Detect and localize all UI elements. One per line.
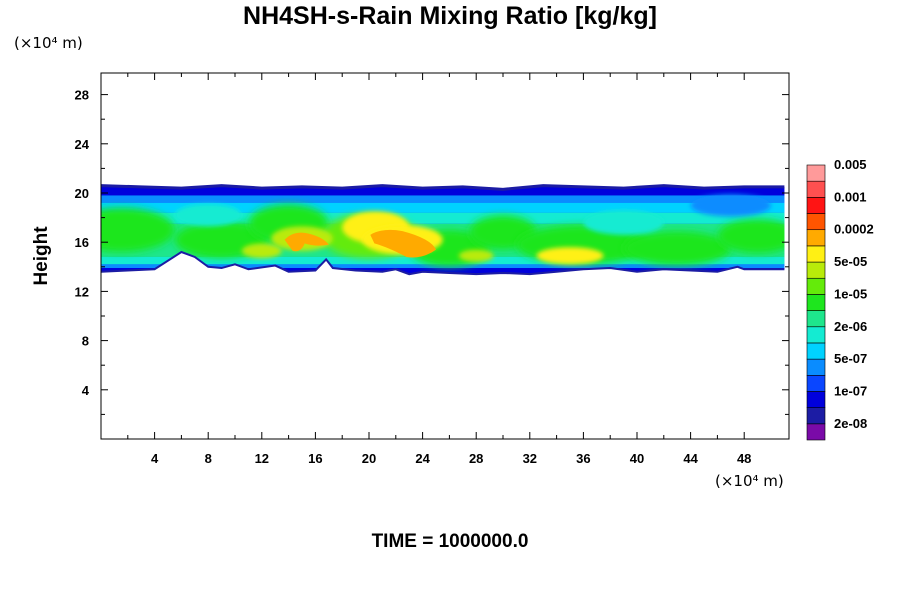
layer-core xyxy=(284,232,329,252)
layer-band xyxy=(101,186,785,196)
colorbar-swatch xyxy=(806,374,826,392)
x-axis-unit-label: (×10⁴ m) xyxy=(715,472,784,490)
colorbar-label: 5e-07 xyxy=(834,351,867,366)
colorbar: 2e-08 1e-07 5e-07 2e-06 1e-05 5e-05 0.0002 0.00… xyxy=(806,157,874,441)
time-label: TIME = 1000000.0 xyxy=(371,531,529,552)
y-tick-label: 16 xyxy=(75,235,89,250)
x-tick-label: 8 xyxy=(205,451,212,466)
layer-band xyxy=(101,195,785,203)
layer-cell xyxy=(101,207,175,253)
colorbar-label: 0.005 xyxy=(834,157,867,172)
x-tick-label: 40 xyxy=(630,451,644,466)
colorbar-swatch xyxy=(806,326,826,344)
y-tick-label: 28 xyxy=(75,88,89,103)
colorbar-swatch xyxy=(806,245,826,263)
y-tick-label: 24 xyxy=(75,137,90,152)
layer-band xyxy=(101,268,785,275)
layer-cell xyxy=(174,204,242,227)
colorbar-label: 2e-08 xyxy=(834,416,867,431)
layer-clipped xyxy=(101,185,785,275)
x-tick-label: 20 xyxy=(362,451,376,466)
x-tick-label: 28 xyxy=(469,451,483,466)
layer-cell xyxy=(536,247,604,265)
x-tick-label: 12 xyxy=(255,451,269,466)
x-tick-label: 4 xyxy=(151,451,159,466)
layer-cell xyxy=(690,194,771,217)
plot-frame xyxy=(100,72,790,440)
colorbar-swatch xyxy=(806,342,826,360)
layer-core xyxy=(370,229,436,258)
colorbar-swatch xyxy=(806,294,826,311)
colorbar-swatch xyxy=(806,407,826,425)
colorbar-swatch xyxy=(806,277,826,295)
colorbar-swatch xyxy=(806,310,826,328)
x-tick-label: 36 xyxy=(576,451,590,466)
colorbar-label: 0.0002 xyxy=(834,222,874,237)
layer-band xyxy=(101,202,785,213)
layer-cell xyxy=(717,218,785,254)
colorbar-label: 1e-05 xyxy=(834,286,867,301)
colorbar-swatch xyxy=(806,229,826,247)
y-tick-label: 4 xyxy=(82,383,90,398)
colorbar-label: 5e-05 xyxy=(834,254,867,269)
colorbar-swatch xyxy=(806,391,826,408)
y-tick-label: 8 xyxy=(82,334,89,349)
colorbar-label: 0.001 xyxy=(834,189,867,204)
x-tick-label: 32 xyxy=(523,451,537,466)
colorbar-label: 2e-06 xyxy=(834,319,867,334)
mixing-ratio-field xyxy=(100,184,785,276)
layer-cell xyxy=(623,231,731,266)
x-tick-label: 24 xyxy=(415,451,430,466)
colorbar-label: 1e-07 xyxy=(834,383,867,398)
y-axis-unit-label: (×10⁴ m) xyxy=(14,34,83,52)
colorbar-swatch xyxy=(806,213,826,231)
layer-cell xyxy=(458,249,494,262)
x-tick-label: 48 xyxy=(737,451,751,466)
layer-bottom-edge xyxy=(100,250,785,276)
colorbar-swatch xyxy=(806,180,826,198)
x-tick-label: 44 xyxy=(683,451,698,466)
y-tick-label: 12 xyxy=(75,284,89,299)
layer-band xyxy=(101,212,785,224)
chart-title: NH4SH-s-Rain Mixing Ratio [kg/kg] xyxy=(243,2,657,30)
colorbar-swatch xyxy=(806,197,826,214)
colorbar-swatch xyxy=(806,261,826,279)
colorbar-swatch xyxy=(806,423,826,441)
y-tick-label: 20 xyxy=(75,186,89,201)
colorbar-swatch xyxy=(806,358,826,376)
x-tick-label: 16 xyxy=(308,451,322,466)
colorbar-swatch xyxy=(806,164,826,182)
layer-cell xyxy=(583,210,664,235)
layer-top-edge xyxy=(100,184,785,191)
layer-cell xyxy=(241,243,282,259)
